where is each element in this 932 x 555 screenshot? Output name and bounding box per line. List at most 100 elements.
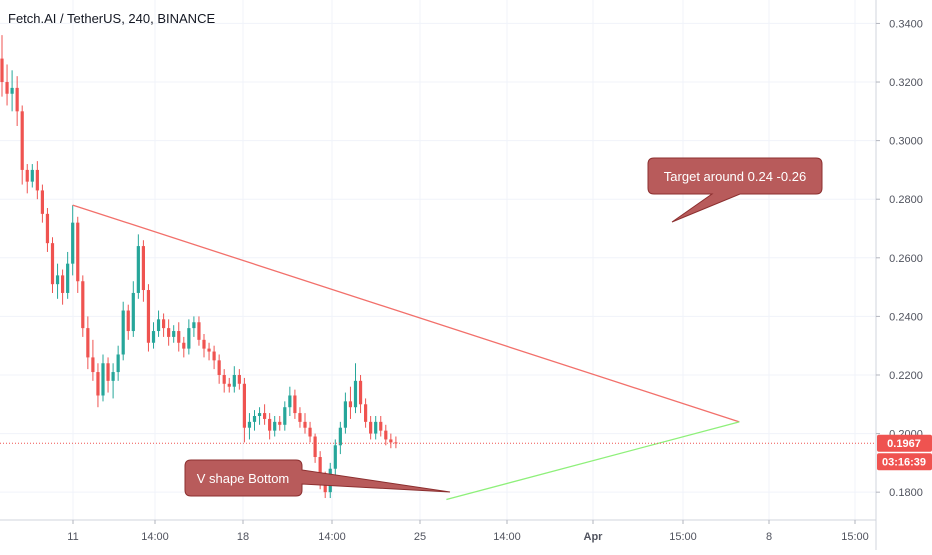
- candle: [308, 421, 312, 443]
- candle: [389, 433, 393, 449]
- candle: [111, 363, 115, 399]
- candle-body: [227, 383, 231, 387]
- candle-body: [81, 281, 85, 329]
- candle-body: [288, 395, 292, 408]
- candle-body: [121, 310, 125, 355]
- candle-body: [35, 169, 39, 191]
- candle: [257, 407, 262, 425]
- candle: [343, 392, 347, 434]
- candle: [20, 105, 24, 185]
- candle-body: [268, 418, 272, 431]
- candle-body: [358, 380, 363, 405]
- candle-body: [217, 360, 221, 375]
- candle-body: [369, 421, 373, 434]
- candle-body: [40, 190, 44, 214]
- candle-body: [222, 374, 226, 384]
- countdown-value: 03:16:39: [882, 457, 926, 469]
- candle-body: [389, 439, 393, 443]
- candle-body: [126, 310, 130, 332]
- candle-body: [263, 413, 267, 419]
- candle: [91, 339, 95, 381]
- candle-body: [333, 445, 337, 469]
- support-trendline[interactable]: [446, 421, 740, 501]
- x-tick-label: 25: [414, 531, 426, 543]
- x-tick-label: 15:00: [669, 531, 697, 543]
- candle-body: [30, 169, 34, 182]
- candle: [268, 413, 272, 440]
- candle-body: [283, 407, 287, 425]
- y-tick-label: 0.3200: [889, 77, 923, 89]
- candle: [136, 234, 140, 299]
- candle: [40, 184, 44, 223]
- candle: [338, 421, 342, 455]
- candle-body: [10, 87, 14, 94]
- candle-body: [15, 87, 19, 112]
- candle: [10, 70, 14, 112]
- candle-body: [151, 331, 156, 343]
- candle-body: [303, 421, 307, 428]
- x-tick-label: 18: [237, 531, 249, 543]
- candle-body: [257, 413, 262, 416]
- candles: [0, 35, 398, 499]
- candle-body: [50, 243, 55, 285]
- candle-body: [172, 331, 176, 337]
- candle: [242, 377, 246, 443]
- candle-body: [379, 421, 383, 431]
- x-tick-label: 8: [766, 531, 772, 543]
- candle-body: [364, 404, 368, 422]
- candle: [35, 161, 39, 200]
- candle: [86, 316, 90, 370]
- candle: [207, 342, 211, 361]
- last-price-value: 0.1967: [887, 438, 921, 450]
- candle: [0, 35, 4, 97]
- chart-title: Fetch.AI / TetherUS, 240, BINANCE: [8, 11, 215, 26]
- candle-body: [116, 354, 120, 373]
- y-tick-label: 0.3400: [889, 18, 923, 30]
- target-callout-bubble: [647, 157, 823, 223]
- candle: [141, 240, 145, 302]
- candle: [222, 369, 226, 393]
- candle-body: [192, 322, 196, 329]
- candle: [247, 413, 252, 440]
- candle: [66, 251, 70, 299]
- candle-body: [207, 348, 211, 352]
- candle-body: [20, 111, 24, 170]
- candle: [106, 357, 110, 393]
- candle: [298, 407, 302, 428]
- candle-body: [96, 372, 100, 396]
- candle-body: [318, 457, 322, 481]
- candle-body: [106, 363, 110, 381]
- v-bottom-callout-bubble: [184, 459, 451, 497]
- candle: [263, 404, 267, 425]
- candle: [394, 436, 398, 449]
- x-tick-label: 14:00: [141, 531, 169, 543]
- candle-body: [0, 58, 4, 83]
- candle-body: [343, 401, 347, 428]
- candle: [379, 416, 383, 437]
- candle-body: [247, 421, 252, 428]
- candle-body: [25, 169, 29, 182]
- candle-body: [298, 413, 302, 422]
- candle-body: [177, 331, 181, 343]
- candle: [358, 374, 363, 414]
- candle: [303, 413, 307, 434]
- resistance-trendline[interactable]: [72, 204, 740, 423]
- candle: [71, 205, 75, 276]
- x-tick-label: Apr: [584, 531, 604, 543]
- candle-body: [76, 222, 80, 282]
- candle: [25, 164, 29, 194]
- candle: [187, 319, 191, 355]
- candle: [364, 398, 368, 428]
- candle: [288, 386, 292, 416]
- candle-body: [338, 427, 342, 446]
- candle: [146, 284, 151, 352]
- candle: [374, 416, 378, 440]
- y-tick-label: 0.2800: [889, 194, 923, 206]
- candle: [172, 325, 176, 343]
- candle-body: [278, 421, 282, 425]
- candle: [30, 164, 34, 188]
- candle-body: [323, 480, 327, 493]
- candle-body: [71, 222, 75, 264]
- y-tick-label: 0.1800: [889, 487, 923, 499]
- candle: [212, 345, 216, 370]
